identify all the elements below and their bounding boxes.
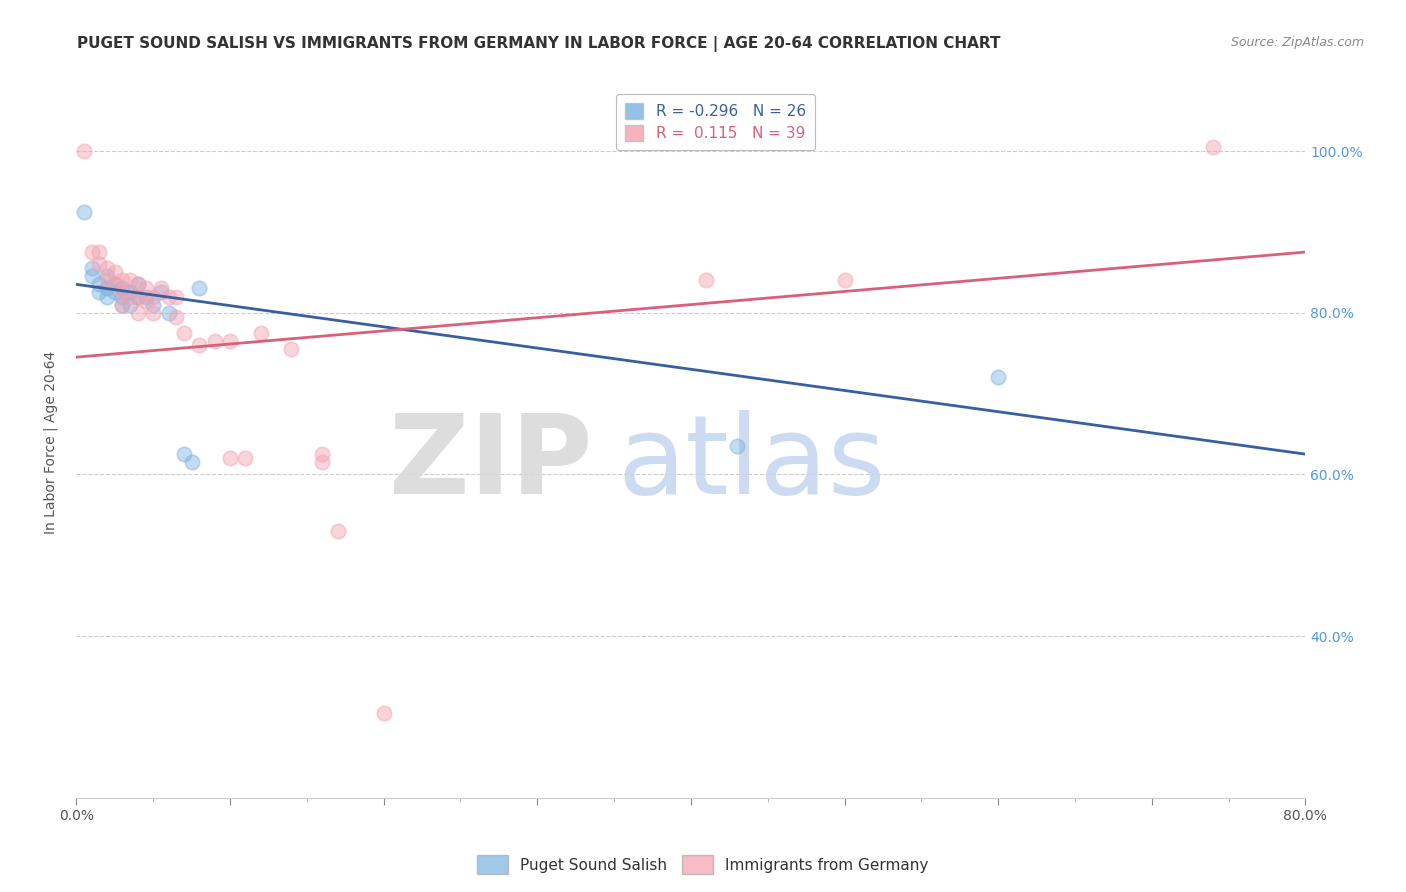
Point [96,261,118,276]
Point [127,306,149,320]
Point [180,455,202,469]
Point [134,289,156,303]
Point [73,144,96,158]
Point [89,257,111,271]
Point [111,297,134,311]
Point [157,306,180,320]
Point [104,277,127,292]
Point [695,273,717,287]
Point [127,277,149,292]
Legend: Puget Sound Salish, Immigrants from Germany: Puget Sound Salish, Immigrants from Germ… [471,849,935,880]
Point [120,273,142,287]
Point [373,706,395,720]
Point [96,289,118,303]
Point [73,204,96,219]
Point [188,338,211,352]
Point [104,265,127,279]
Point [157,289,180,303]
Point [104,277,127,292]
Y-axis label: In Labor Force | Age 20-64: In Labor Force | Age 20-64 [44,351,58,533]
Point [235,451,257,466]
Point [120,285,142,300]
Point [311,455,333,469]
Point [149,285,172,300]
Point [725,439,748,453]
Text: atlas: atlas [617,409,886,516]
Text: PUGET SOUND SALISH VS IMMIGRANTS FROM GERMANY IN LABOR FORCE | AGE 20-64 CORRELA: PUGET SOUND SALISH VS IMMIGRANTS FROM GE… [77,36,1001,52]
Point [111,273,134,287]
Point [111,285,134,300]
Point [219,334,242,348]
Point [111,281,134,295]
Point [80,261,103,276]
Point [96,273,118,287]
Text: ZIP: ZIP [389,409,592,516]
Point [165,310,187,324]
Legend: R = -0.296   N = 26, R =  0.115   N = 39: R = -0.296 N = 26, R = 0.115 N = 39 [616,94,815,151]
Point [80,269,103,284]
Point [104,285,127,300]
Point [280,342,302,356]
Point [80,245,103,260]
Point [142,289,165,303]
Point [89,285,111,300]
Point [89,277,111,292]
Text: Source: ZipAtlas.com: Source: ZipAtlas.com [1230,36,1364,49]
Point [173,326,195,340]
Point [987,370,1010,384]
Point [204,334,226,348]
Point [111,289,134,303]
Point [142,297,165,311]
Point [134,281,156,295]
Point [96,281,118,295]
Point [173,447,195,461]
Point [120,297,142,311]
Point [311,447,333,461]
Point [219,451,242,466]
Point [165,289,187,303]
Point [127,289,149,303]
Point [326,524,349,538]
Point [249,326,271,340]
Point [127,289,149,303]
Point [142,306,165,320]
Point [96,269,118,284]
Point [1202,140,1225,154]
Point [134,293,156,308]
Point [149,281,172,295]
Point [188,281,211,295]
Point [127,277,149,292]
Point [111,297,134,311]
Point [89,245,111,260]
Point [834,273,856,287]
Point [120,289,142,303]
